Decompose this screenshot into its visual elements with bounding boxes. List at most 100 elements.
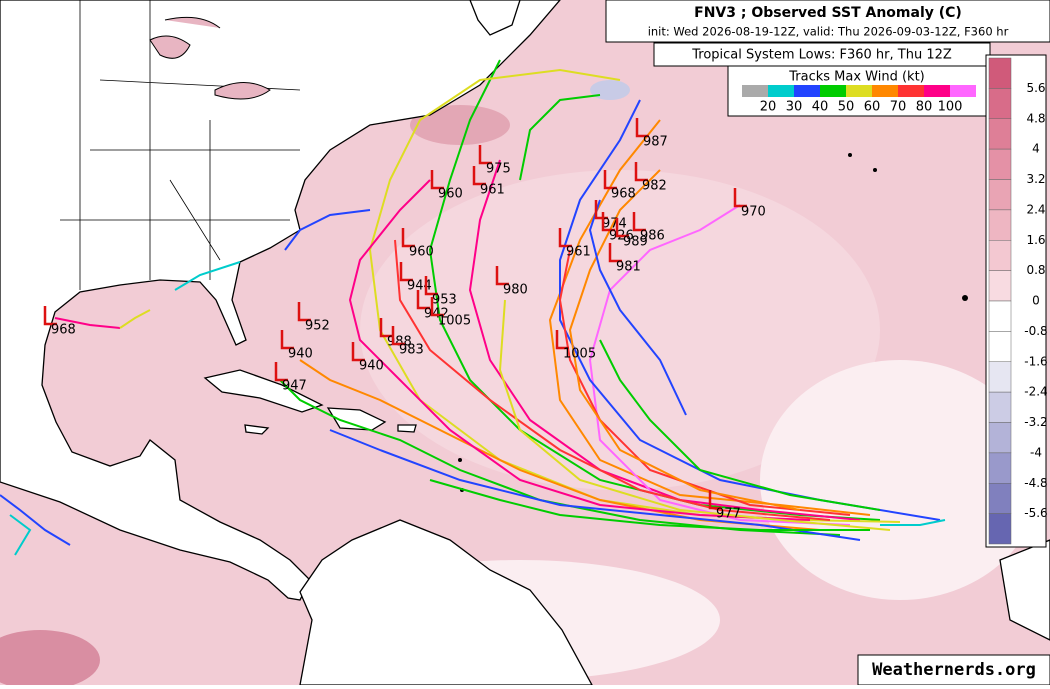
low-label: 987 bbox=[643, 135, 668, 150]
wind-label: 40 bbox=[812, 100, 829, 115]
low-symbol bbox=[601, 212, 615, 232]
wind-swatch bbox=[898, 85, 924, 97]
colorbar-swatch bbox=[988, 513, 1012, 545]
low-symbol bbox=[495, 266, 509, 286]
low-label: 1005 bbox=[563, 347, 596, 362]
title-box bbox=[605, 0, 1050, 43]
colorbar-label: 4 bbox=[1032, 142, 1040, 156]
low-symbol bbox=[416, 290, 430, 310]
wind-label: 60 bbox=[864, 100, 881, 115]
low-label: 961 bbox=[566, 245, 591, 260]
colorbar-label: -1.6 bbox=[1024, 354, 1047, 368]
low-symbol bbox=[297, 302, 311, 322]
anomaly-patch bbox=[590, 80, 630, 100]
colorbar-label: 3.2 bbox=[1026, 172, 1045, 186]
colorbar-label: -2.4 bbox=[1024, 385, 1047, 399]
wind-swatch bbox=[846, 85, 872, 97]
low-symbol bbox=[632, 212, 646, 232]
wind-label: 70 bbox=[890, 100, 907, 115]
colorbar-label: 0.8 bbox=[1026, 263, 1045, 277]
great-lakes bbox=[149, 16, 271, 100]
track bbox=[284, 209, 371, 251]
low-label: 975 bbox=[486, 162, 511, 177]
low-label: 977 bbox=[716, 507, 741, 522]
low-symbol bbox=[391, 326, 405, 346]
wind-swatch bbox=[794, 85, 820, 97]
wind-swatch bbox=[742, 85, 768, 97]
colorbar-swatch bbox=[988, 179, 1012, 211]
low-label: 961 bbox=[480, 183, 505, 198]
wind-label: 20 bbox=[760, 100, 777, 115]
track bbox=[174, 261, 241, 291]
low-label: 960 bbox=[409, 245, 434, 260]
colorbar-swatch bbox=[988, 452, 1012, 484]
south-america bbox=[299, 519, 594, 686]
low-label: 970 bbox=[741, 205, 766, 220]
island bbox=[848, 153, 852, 157]
wind-swatch bbox=[872, 85, 898, 97]
title: FNV3 ; Observed SST Anomaly (C) bbox=[694, 5, 962, 21]
low-symbol bbox=[401, 228, 415, 248]
low-symbol bbox=[615, 218, 629, 238]
track bbox=[880, 519, 946, 526]
low-symbol bbox=[708, 490, 722, 510]
low-symbol bbox=[733, 188, 747, 208]
low-label: 944 bbox=[407, 279, 432, 294]
low-symbol bbox=[430, 170, 444, 190]
low-symbol bbox=[472, 166, 486, 186]
colorbar-label: -3.2 bbox=[1024, 415, 1047, 429]
low-label: 1005 bbox=[438, 314, 471, 329]
colorbar-label: 1.6 bbox=[1026, 233, 1045, 247]
low-label: 940 bbox=[288, 347, 313, 362]
low-label: 982 bbox=[642, 179, 667, 194]
watermark-box bbox=[857, 654, 1050, 686]
wind-label: 50 bbox=[838, 100, 855, 115]
wind-swatch bbox=[950, 85, 976, 97]
colorbar-label: -5.6 bbox=[1024, 506, 1047, 520]
low-label: 983 bbox=[399, 343, 424, 358]
wind-swatch bbox=[820, 85, 846, 97]
colorbar-label: 2.4 bbox=[1026, 202, 1045, 216]
low-symbol bbox=[478, 145, 492, 165]
track bbox=[588, 199, 687, 416]
wind-swatch bbox=[768, 85, 794, 97]
low-symbol bbox=[274, 362, 288, 382]
low-symbol bbox=[399, 262, 413, 282]
low-symbol bbox=[424, 276, 438, 296]
watermark: Weathernerds.org bbox=[872, 660, 1036, 680]
track bbox=[548, 119, 871, 516]
island bbox=[962, 295, 968, 301]
colorbar-swatch bbox=[988, 361, 1012, 393]
track bbox=[568, 169, 801, 511]
colorbar-swatch bbox=[988, 422, 1012, 454]
low-label: 981 bbox=[616, 260, 641, 275]
track bbox=[519, 94, 601, 181]
colorbar-swatch bbox=[988, 483, 1012, 514]
colorbar-swatch bbox=[988, 240, 1012, 271]
low-label: 974 bbox=[602, 217, 627, 232]
track bbox=[429, 479, 870, 531]
anomaly-patch bbox=[360, 170, 880, 490]
low-symbol bbox=[43, 306, 57, 326]
colorbar-swatch bbox=[988, 270, 1012, 302]
low-symbol bbox=[635, 118, 649, 138]
low-label: 947 bbox=[282, 379, 307, 394]
wind-swatch bbox=[924, 85, 950, 97]
track bbox=[348, 179, 811, 521]
subtitle: init: Wed 2026-08-19-12Z, valid: Thu 202… bbox=[648, 25, 1009, 39]
low-symbol bbox=[555, 330, 569, 350]
wind-legend: 20 30 40 50 60 70 80 100 bbox=[742, 85, 976, 115]
tracks bbox=[0, 59, 946, 556]
track bbox=[9, 514, 32, 556]
anomaly-patch bbox=[0, 630, 100, 689]
colorbar-swatch bbox=[988, 57, 1012, 89]
colorbar: 5.6 4.8 4 3.2 2.4 1.6 0.8 0 -0.8 -1.6 -2.4 -3.2 -4 -4… bbox=[988, 57, 1048, 545]
colorbar-swatch bbox=[988, 331, 1012, 362]
low-label: 986 bbox=[640, 229, 665, 244]
low-label: 940 bbox=[359, 359, 384, 374]
track bbox=[54, 317, 121, 329]
low-label: 968 bbox=[51, 323, 76, 338]
